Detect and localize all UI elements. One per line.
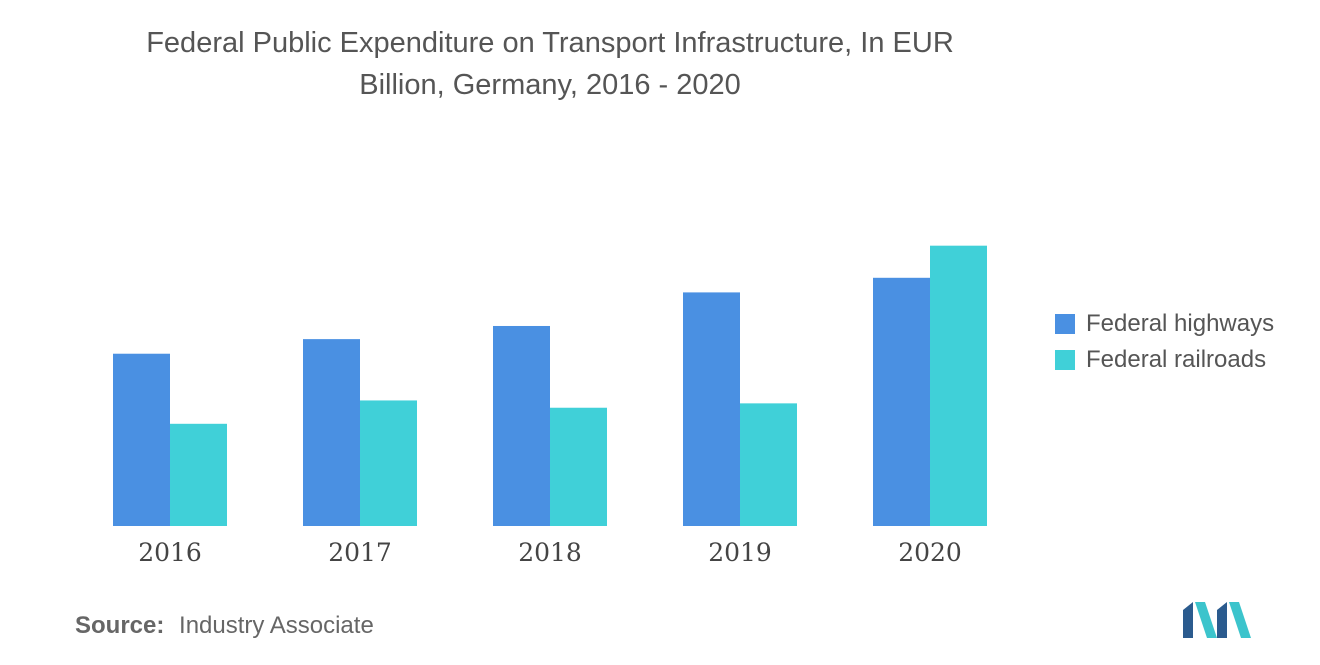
bar-chart: 2016 2017 2018 2019 2020 <box>113 245 987 567</box>
x-tick-label-2016: 2016 <box>138 538 202 567</box>
legend-label-railroads: Federal railroads <box>1086 346 1267 373</box>
x-tick-label-2020: 2020 <box>898 538 962 567</box>
bar-highways-2018 <box>493 325 550 526</box>
bar-railroads-2017 <box>360 400 417 526</box>
bars-group <box>113 245 987 526</box>
source-note: Source: Industry Associate <box>75 612 374 640</box>
bar-highways-2019 <box>683 292 740 526</box>
chart-title-line-2: Billion, Germany, 2016 - 2020 <box>359 69 741 101</box>
x-tick-label-2018: 2018 <box>518 538 582 567</box>
legend-label-highways: Federal highways <box>1086 310 1275 337</box>
source-label: Source: <box>75 612 165 639</box>
legend-item-highways: Federal highways <box>1055 306 1274 342</box>
bar-railroads-2020 <box>930 245 987 526</box>
x-tick-label-2017: 2017 <box>328 538 392 567</box>
mordor-logo-icon <box>1183 602 1251 638</box>
x-tick-label-2019: 2019 <box>708 538 772 567</box>
chart-title: Federal Public Expenditure on Transport … <box>50 22 1050 106</box>
chart-title-line-1: Federal Public Expenditure on Transport … <box>146 27 954 59</box>
bar-highways-2016 <box>113 353 170 526</box>
bar-railroads-2016 <box>170 423 227 526</box>
legend: Federal highways Federal railroads <box>1055 306 1274 378</box>
legend-item-railroads: Federal railroads <box>1055 342 1274 378</box>
legend-swatch-railroads <box>1055 350 1075 370</box>
bar-highways-2020 <box>873 277 930 526</box>
legend-swatch-highways <box>1055 314 1075 334</box>
bar-railroads-2018 <box>550 407 607 526</box>
source-text: Industry Associate <box>179 612 374 639</box>
bar-railroads-2019 <box>740 403 797 526</box>
bar-highways-2017 <box>303 339 360 526</box>
x-tick-labels: 2016 2017 2018 2019 2020 <box>138 538 962 567</box>
